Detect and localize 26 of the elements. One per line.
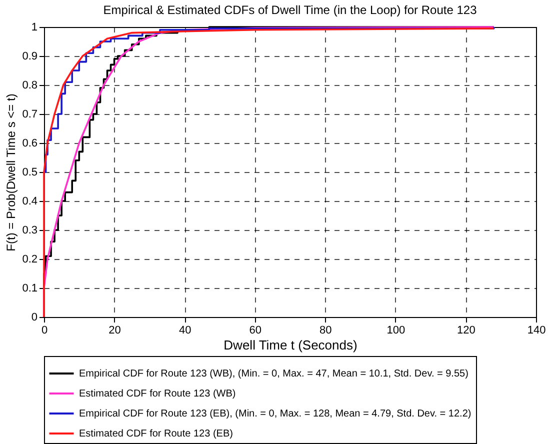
legend-label: Empirical CDF for Route 123 (EB), (Min. = 0, Max. = 128, Mean = 4.79, Std. Dev. = 12.2) <box>79 408 472 420</box>
legend-label: Estimated CDF for Route 123 (EB) <box>79 428 233 440</box>
x-tick-label: 20 <box>108 324 121 336</box>
y-tick-label: 0.4 <box>22 196 38 208</box>
x-tick-label: 60 <box>249 324 262 336</box>
y-axis-title: F(t) = Prob(Dwell Time s <= t) <box>4 94 18 252</box>
x-tick-label: 40 <box>178 324 192 336</box>
y-tick-label: 0.9 <box>22 50 38 62</box>
x-tick-label: 140 <box>527 324 546 336</box>
y-tick-label: 0.8 <box>22 80 38 92</box>
x-tick-label: 80 <box>320 324 332 336</box>
y-tick-label: 1 <box>31 22 38 34</box>
x-axis-title: Dwell Time t (Seconds) <box>224 338 358 352</box>
y-tick-label: 0.5 <box>22 166 38 178</box>
x-tick-label: 100 <box>386 324 406 336</box>
y-tick-label: 0.2 <box>22 254 38 266</box>
y-tick-label: 0.6 <box>22 138 38 150</box>
legend-label: Estimated CDF for Route 123 (WB) <box>79 388 236 400</box>
y-tick-label: 0.7 <box>22 108 38 120</box>
x-tick-label: 120 <box>457 324 476 336</box>
x-tick-label: 0 <box>41 324 48 336</box>
chart-title: Empirical & Estimated CDFs of Dwell Time (in the Loop) for Route 123 <box>103 3 478 17</box>
legend-label: Empirical CDF for Route 123 (WB), (Min. = 0, Max. = 47, Mean = 10.1, Std. Dev. = 9.55) <box>79 368 468 380</box>
y-tick-label: 0.3 <box>22 224 38 236</box>
y-tick-label: 0 <box>31 312 38 324</box>
y-tick-label: 0.1 <box>22 282 38 294</box>
